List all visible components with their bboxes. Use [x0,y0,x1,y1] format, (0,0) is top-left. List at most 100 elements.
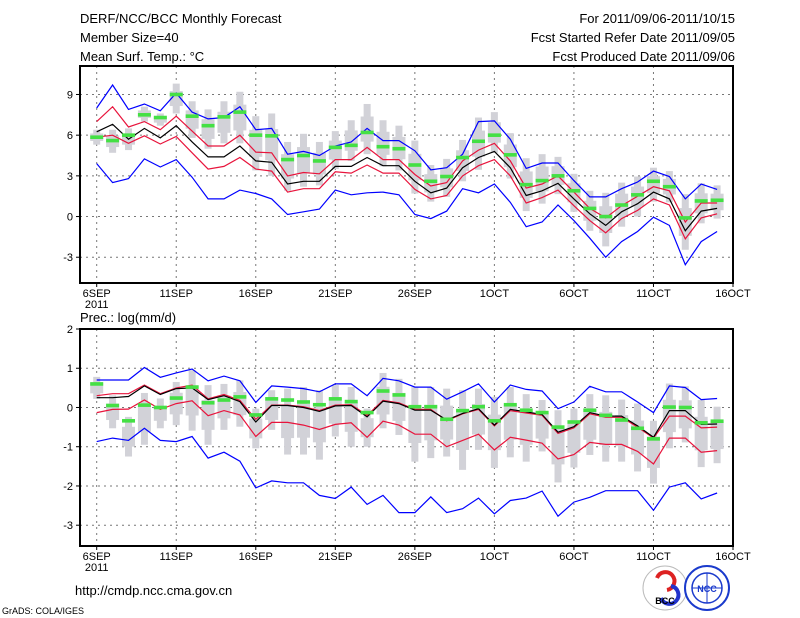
ensemble-marker [567,420,581,424]
ensemble-marker [678,405,692,410]
plot-frame [79,328,734,547]
ensemble-marker [312,159,326,163]
ensemble-marker [440,174,454,179]
ensemble-marker [360,130,374,135]
ensemble-marker [344,143,358,148]
ensemble-marker [233,110,247,114]
precipitation-plot: 6SEP 11SEP 16SEP 21SEP 26SEP 1OCT 6OCT 11OCT 16O… [63,324,751,574]
ensemble-marker [90,382,104,386]
spread-box [328,397,342,424]
ensemble-marker [217,115,231,119]
spread-box [456,410,470,450]
ensemble-marker [296,153,310,158]
ensemble-marker [599,413,613,418]
spread-box [153,405,167,421]
ensemble-marker [169,92,183,97]
ensemble-marker [471,139,485,144]
ensemble-marker [185,114,199,118]
variable-label: Mean Surf. Temp.: °C [80,49,204,64]
upper-band-line [96,384,718,439]
spread-box [106,403,120,421]
spread-box [599,411,613,446]
ensemble-marker [90,135,104,140]
ensemble-marker [328,397,342,401]
ensemble-marker [519,182,533,187]
ensemble-marker [376,389,390,393]
x-tick-label: 21SEP [318,288,352,300]
y-tick-label: -2 [63,481,73,493]
ensemble-marker [646,179,660,184]
min-line [96,158,718,266]
ensemble-marker [233,395,247,399]
min-line [96,427,718,518]
member-size: Member Size=40 [80,30,179,45]
x-tick-label: 11OCT [636,551,671,563]
spread-box [710,420,724,450]
ensemble-marker [424,404,438,409]
spread-box [615,415,629,447]
spread-box [408,153,422,181]
ensemble-marker [646,437,660,441]
ensemble-marker [153,405,167,410]
ensemble-marker [631,193,645,197]
spread-box [440,405,454,440]
ensemble-marker [296,400,310,404]
ensemble-marker [106,403,120,408]
y-tick-label: -3 [63,520,73,532]
ensemble-marker [487,133,501,137]
spread-box [535,412,549,439]
spread-box [185,110,199,129]
max-line [96,366,718,414]
mean-line [96,385,718,439]
spread-box [312,407,326,443]
spread-box [471,130,485,157]
ensemble-marker [201,123,215,128]
y-tick-label: 3 [67,171,73,183]
ensemble-marker [694,199,708,203]
x-tick-label: 21SEP [318,551,352,563]
y-tick-label: 9 [67,89,73,101]
precip-label: Prec.: log(mm/d) [80,310,176,325]
ensemble-marker [567,188,581,193]
ensemble-marker [583,408,597,413]
y-tick-label: 1 [67,363,73,375]
y-tick-label: 0 [67,402,73,414]
footer-credit: GrADS: COLA/IGES [2,606,84,616]
max-line [96,83,718,200]
spread-box [360,418,374,438]
ensemble-marker [217,398,231,402]
spread-box [408,405,422,443]
spread-box [296,147,310,174]
ensemble-marker [551,425,565,429]
ensemble-marker [137,403,151,407]
lower-band-line [96,399,718,465]
x-tick-label: 26SEP [398,551,432,563]
ensemble-marker [137,113,151,117]
started-date: Fcst Started Refer Date 2011/09/05 [531,30,735,45]
ensemble-marker [456,408,470,413]
ensemble-marker [360,410,374,415]
ensemble-marker [106,138,120,143]
ensemble-marker [408,404,422,409]
spread-box [201,119,215,139]
y-tick-label: -1 [63,442,73,454]
spread-box [646,436,660,468]
ensemble-marker [201,400,215,405]
footer-url[interactable]: http://cmdp.ncc.cma.gov.cn [75,583,232,598]
spread-box [328,140,342,160]
x-tick-label: 1OCT [480,551,510,563]
ensemble-marker [424,179,438,184]
bcc-logo: BCC [642,565,688,611]
ensemble-marker [631,426,645,431]
ensemble-marker [615,203,629,207]
spread-box [567,423,581,453]
figure-title: DERF/NCC/BCC Monthly Forecast [80,11,282,26]
spread-box [281,405,295,439]
ensemble-marker [328,145,342,150]
ensemble-marker [169,396,183,400]
y-tick-label: 6 [67,130,73,142]
spread-box [90,382,104,394]
year-label: 2011 [85,299,109,311]
ensemble-marker [265,134,279,138]
